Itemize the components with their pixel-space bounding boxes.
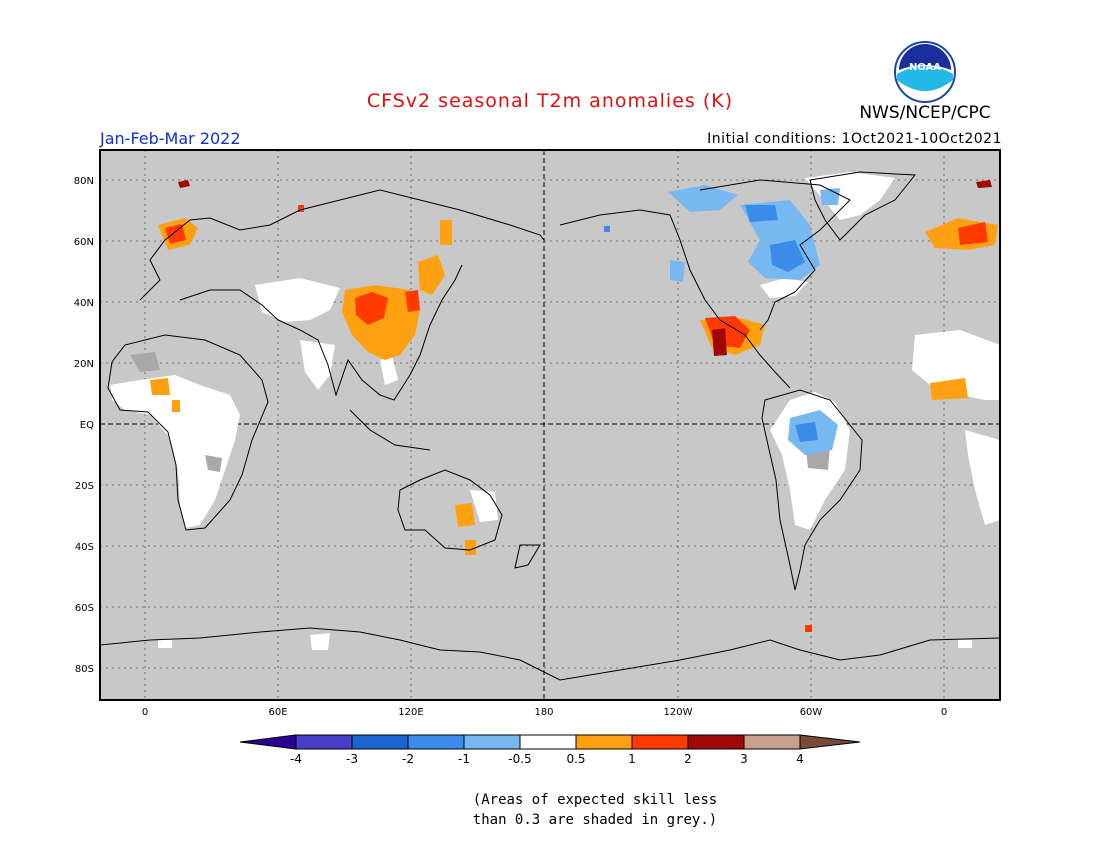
- colorbar-swatch: [743, 734, 801, 750]
- colorbar-label: 1: [628, 752, 636, 766]
- colorbar-label: 0.5: [566, 752, 585, 766]
- anomaly-darkred: [178, 180, 992, 356]
- colorbar-labels: -4 -3 -2 -1 -0.5 0.5 1 2 3 4: [290, 752, 804, 766]
- colorbar-arrow-high: [799, 734, 861, 750]
- initial-conditions-label: Initial conditions: 1Oct2021-10Oct2021: [707, 131, 1002, 147]
- lon-label: 0: [142, 707, 148, 718]
- colorbar-label: 4: [796, 752, 804, 766]
- lon-label: 60W: [800, 707, 823, 718]
- colorbar-label: 2: [684, 752, 692, 766]
- equator-dateline: [100, 150, 1000, 700]
- footnote-line2: than 0.3 are shaded in grey.): [472, 812, 718, 828]
- colorbar-arrow-low: [239, 734, 297, 750]
- colorbar: [239, 734, 861, 750]
- map-title: CFSv2 seasonal T2m anomalies (K): [366, 90, 734, 112]
- map-frame: [99, 149, 1001, 701]
- org-label: NWS/NCEP/CPC: [859, 103, 991, 123]
- lon-label: 180: [534, 707, 553, 718]
- coastlines: [99, 171, 1001, 681]
- colorbar-swatch: [351, 734, 409, 750]
- lon-label: 120E: [398, 707, 423, 718]
- colorbar-label: -2: [402, 752, 414, 766]
- lon-label: 120W: [664, 707, 693, 718]
- colorbar-label: 3: [740, 752, 748, 766]
- colorbar-swatch: [407, 734, 465, 750]
- colorbar-label: -0.5: [508, 752, 531, 766]
- colorbar-swatch: [519, 734, 577, 750]
- season-label: Jan-Feb-Mar 2022: [100, 129, 241, 148]
- colorbar-swatch: [687, 734, 745, 750]
- lat-label: 80S: [75, 664, 94, 675]
- colorbar-label: -4: [290, 752, 302, 766]
- lat-label: 40S: [75, 542, 94, 553]
- lat-label: 20N: [74, 359, 94, 370]
- lat-label: 80N: [74, 176, 94, 187]
- colorbar-label: -1: [458, 752, 470, 766]
- colorbar-swatch: [575, 734, 633, 750]
- lat-labels: 80N 60N 40N 20N EQ 20S 40S 60S 80S: [74, 176, 94, 675]
- colorbar-swatch: [463, 734, 521, 750]
- footnote-line1: (Areas of expected skill less: [472, 792, 718, 808]
- colorbar-swatch: [631, 734, 689, 750]
- lat-label: 40N: [74, 298, 94, 309]
- noaa-logo: NOAA: [894, 41, 956, 103]
- lat-label: 60S: [75, 603, 94, 614]
- lon-label: 0: [941, 707, 947, 718]
- lat-label: 60N: [74, 237, 94, 248]
- lon-label: 60E: [268, 707, 287, 718]
- colorbar-label: -3: [346, 752, 358, 766]
- lon-labels: 0 60E 120E 180 120W 60W 0: [142, 707, 947, 718]
- colorbar-swatch: [295, 734, 353, 750]
- anomaly-blue: [604, 205, 818, 442]
- lat-label: 20S: [75, 481, 94, 492]
- noaa-logo-text: NOAA: [909, 62, 941, 73]
- lat-label: EQ: [80, 420, 94, 431]
